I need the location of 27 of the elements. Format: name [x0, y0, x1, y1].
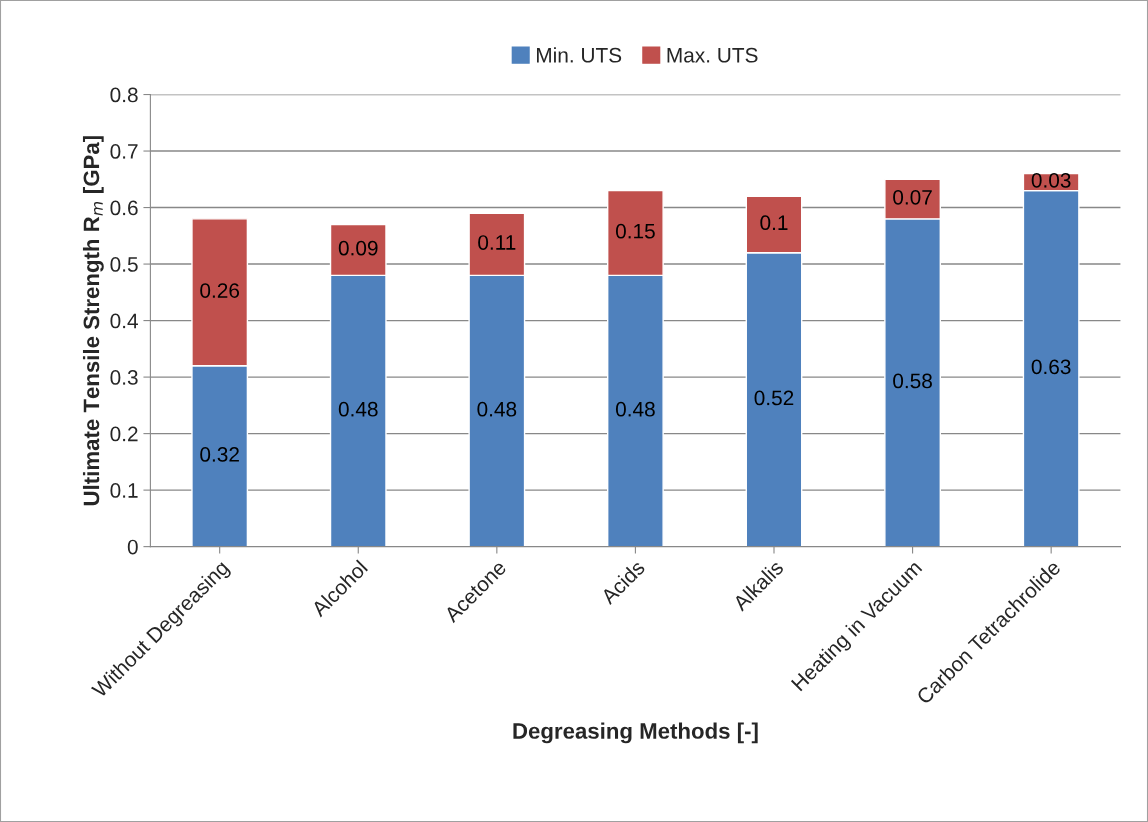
legend-label: Min. UTS: [537, 47, 622, 63]
y-tick-label: 0.5: [110, 257, 138, 272]
y-tick-label: 0.7: [110, 144, 138, 159]
legend-label: Max. UTS: [667, 47, 758, 63]
y-tick-label: 0.3: [110, 370, 138, 385]
data-label: 0.03: [1031, 172, 1071, 188]
data-label: 0.1: [760, 215, 788, 231]
y-tick-label: 0.2: [110, 426, 138, 442]
data-label: 0.58: [893, 373, 932, 389]
y-tick-label: 0.8: [110, 87, 138, 103]
data-label: 0.63: [1031, 359, 1071, 375]
x-axis-title: Degreasing Methods [-]: [513, 722, 758, 744]
data-label: 0.09: [338, 240, 378, 256]
data-label: 0.11: [478, 235, 516, 250]
data-label: 0.48: [477, 401, 517, 417]
y-axis-title: Ultimate Tensile Strength R$_{m}$ [GPa]: [82, 136, 104, 506]
data-label: 0.32: [200, 447, 239, 462]
data-label: 0.26: [200, 283, 240, 298]
y-tick-label: 0.6: [110, 200, 138, 216]
y-tick-label: 0.4: [110, 313, 138, 329]
data-label: 0.07: [893, 189, 932, 205]
data-label: 0.15: [615, 223, 655, 239]
y-tick-label: 0.1: [110, 483, 138, 498]
data-label: 0.52: [754, 390, 794, 406]
y-tick-label: 0: [127, 539, 138, 555]
data-label: 0.48: [338, 401, 378, 417]
data-label: 0.48: [615, 401, 655, 417]
